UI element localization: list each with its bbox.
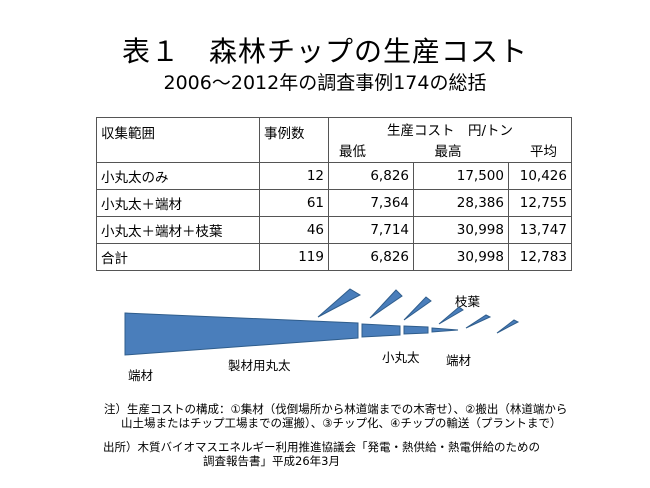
source-line-2: 調査報告書」平成26年3月 (203, 454, 340, 468)
cell-count: 46 (259, 216, 329, 244)
branch-wedge (403, 296, 432, 321)
cell-max: 28,386 (413, 189, 509, 217)
cell-range: 合計 (96, 243, 260, 271)
label-branches: 枝葉 (455, 294, 481, 309)
label-end-offcut: 端材 (128, 368, 154, 383)
log-segments (124, 312, 459, 356)
cell-avg: 13,747 (508, 216, 572, 244)
cell-range: 小丸太＋端材 (96, 189, 260, 217)
source-line-1: 出所）木質バイオマスエネルギー利用推進協議会「発電・熱供給・熱電併給のための (103, 440, 540, 454)
header-cost-sublabels: 最低 最高 平均 (333, 140, 567, 160)
branch-wedges (317, 288, 520, 334)
slide-subtitle: 2006～2012年の調査事例174の総括 (163, 72, 487, 94)
tree-log-diagram (124, 288, 520, 356)
note-line-1: 注）生産コストの構成：①集材（伐倒場所から林道端までの木寄せ）、②搬出（林道端か… (104, 402, 568, 416)
cell-min: 6,826 (328, 243, 414, 271)
tip-segment (431, 327, 459, 333)
note: 注）生産コストの構成：①集材（伐倒場所から林道端までの木寄せ）、②搬出（林道端か… (104, 402, 567, 430)
header-avg: 平均 (530, 144, 557, 160)
note-line-2: 山土場またはチップ工場までの運搬）、③チップ化、④チップの輸送（プラントまで） (121, 416, 562, 430)
cell-max: 17,500 (413, 162, 509, 190)
cell-max: 30,998 (413, 243, 509, 271)
label-offcut: 端材 (446, 353, 472, 368)
header-cost: 生産コスト 円/トン 最低 最高 平均 (328, 117, 572, 163)
header-max: 最高 (434, 144, 462, 160)
table-row: 小丸太＋端材＋枝葉 46 7,714 30,998 13,747 (96, 216, 572, 244)
cell-range: 小丸太のみ (96, 162, 260, 190)
smalllog-segment (361, 323, 401, 338)
label-smalllog: 小丸太 (382, 350, 420, 365)
offcut-segment (403, 325, 429, 335)
cell-min: 7,714 (328, 216, 414, 244)
cell-avg: 12,755 (508, 189, 572, 217)
branch-wedge (465, 314, 492, 329)
cell-max: 30,998 (413, 216, 509, 244)
branch-wedge (496, 319, 520, 334)
cell-count: 119 (259, 243, 329, 271)
source: 出所）木質バイオマスエネルギー利用推進協議会「発電・熱供給・熱電併給のための 調… (103, 440, 540, 468)
header-range: 収集範囲 (96, 117, 260, 163)
header-cost-label: 生産コスト 円/トン (386, 123, 514, 139)
branch-wedge (317, 288, 362, 318)
sawlog-segment (124, 312, 359, 356)
cell-min: 6,826 (328, 162, 414, 190)
branch-wedge (369, 289, 403, 319)
cell-avg: 10,426 (508, 162, 572, 190)
branch-wedge (438, 306, 464, 325)
cell-count: 61 (259, 189, 329, 217)
slide-title: 表１ 森林チップの生産コスト (121, 35, 528, 68)
label-sawlog: 製材用丸太 (228, 358, 291, 373)
table-row: 小丸太のみ 12 6,826 17,500 10,426 (96, 162, 572, 190)
table-row: 小丸太＋端材 61 7,364 28,386 12,755 (96, 189, 572, 217)
cell-count: 12 (259, 162, 329, 190)
cell-avg: 12,783 (508, 243, 572, 271)
cell-range: 小丸太＋端材＋枝葉 (96, 216, 260, 244)
cell-min: 7,364 (328, 189, 414, 217)
header-count: 事例数 (259, 117, 329, 163)
table-row: 合計 119 6,826 30,998 12,783 (96, 243, 572, 271)
table-header-row: 収集範囲 事例数 生産コスト 円/トン 最低 最高 平均 (96, 117, 572, 163)
cost-table: 収集範囲 事例数 生産コスト 円/トン 最低 最高 平均 小丸太のみ 12 6,… (96, 117, 572, 271)
header-min: 最低 (339, 144, 366, 160)
